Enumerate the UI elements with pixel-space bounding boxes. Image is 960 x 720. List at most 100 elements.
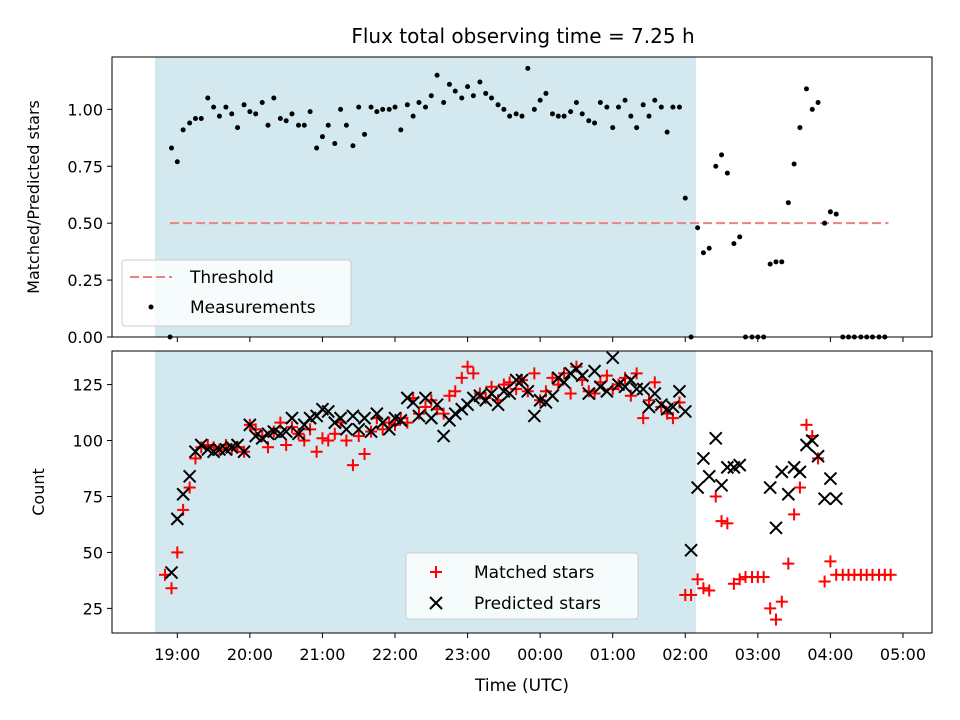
- matched-star-point: [818, 575, 831, 588]
- top-panel: Flux total observing time = 7.25 h Match…: [24, 24, 933, 347]
- top-y-tick-label: 0.50: [67, 214, 103, 233]
- matched-star-point: [884, 568, 897, 581]
- legend-predicted-label: Predicted stars: [474, 594, 601, 614]
- predicted-stars-points: [164, 351, 843, 580]
- predicted-star-point: [545, 389, 560, 403]
- measurement-point: [477, 79, 483, 85]
- measurement-point: [773, 259, 779, 265]
- predicted-star-point: [600, 384, 614, 398]
- predicted-star-point: [648, 386, 662, 401]
- top-y-ticks: 0.00 0.25 0.50 0.75 1.00: [67, 100, 112, 347]
- predicted-star-point: [811, 449, 825, 463]
- predicted-star-point: [793, 465, 807, 479]
- measurement-point: [604, 104, 610, 110]
- measurement-point: [314, 145, 320, 151]
- matched-star-point: [800, 418, 813, 431]
- measurement-point: [658, 104, 664, 110]
- measurement-point: [235, 125, 241, 131]
- measurement-point: [809, 106, 815, 112]
- measurement-point: [610, 125, 616, 131]
- measurement-point: [380, 106, 386, 112]
- matched-star-point: [376, 423, 389, 436]
- measurement-point: [187, 120, 193, 126]
- matched-star-point: [793, 481, 806, 494]
- x-tick-label: 05:00: [880, 645, 926, 664]
- matched-star-point: [582, 385, 595, 398]
- measurement-point: [616, 104, 622, 110]
- predicted-star-point: [823, 471, 838, 486]
- legend-threshold-label: Threshold: [189, 268, 274, 288]
- measurement-point: [501, 106, 507, 112]
- matched-star-point: [691, 573, 704, 586]
- predicted-star-point: [732, 458, 747, 472]
- matched-star-point: [340, 434, 353, 447]
- predicted-star-point: [709, 431, 723, 445]
- measurement-point: [568, 109, 574, 115]
- matched-star-point: [721, 517, 734, 530]
- top-axes-frame: [111, 56, 933, 338]
- measurement-point: [737, 234, 743, 240]
- predicted-star-point: [212, 442, 227, 457]
- measurement-point: [307, 109, 313, 115]
- measurement-point: [241, 102, 247, 108]
- predicted-star-point: [557, 375, 571, 390]
- matched-star-point: [564, 387, 577, 400]
- measurement-point: [700, 250, 706, 256]
- measurement-point: [513, 111, 519, 117]
- legend-matched-label: Matched stars: [474, 563, 594, 583]
- measurement-point: [706, 245, 712, 251]
- measurement-point: [483, 90, 489, 96]
- matched-star-point: [697, 582, 710, 595]
- legend-measurements-swatch: [148, 304, 154, 310]
- measurement-point: [549, 111, 555, 117]
- matched-star-point: [485, 380, 498, 393]
- predicted-star-point: [412, 409, 426, 423]
- measurement-point: [356, 104, 362, 110]
- predicted-star-point: [720, 460, 735, 475]
- measurement-point: [169, 145, 175, 151]
- matched-star-point: [764, 602, 777, 615]
- predicted-star-point: [406, 395, 420, 410]
- measurement-point: [713, 163, 719, 169]
- matched-star-point: [183, 481, 196, 494]
- measurement-point: [398, 127, 404, 133]
- legend-predicted-swatch: [429, 596, 443, 610]
- matched-stars-points: [158, 360, 897, 626]
- measurement-point: [319, 134, 325, 140]
- matched-star-point: [412, 407, 425, 420]
- bottom-axes-frame: [111, 350, 933, 634]
- predicted-star-point: [491, 398, 505, 412]
- predicted-star-point: [194, 438, 208, 452]
- measurement-point: [519, 113, 525, 119]
- x-tick-label: 02:00: [662, 645, 708, 664]
- matched-star-point: [358, 447, 371, 460]
- predicted-star-point: [629, 382, 644, 396]
- bottom-y-tick-label: 25: [83, 599, 103, 618]
- x-tick-label: 04:00: [807, 645, 853, 664]
- predicted-star-point: [243, 418, 257, 432]
- predicted-star-point: [515, 373, 529, 387]
- measurement-point: [646, 113, 652, 119]
- matched-star-point: [310, 445, 323, 458]
- matched-star-point: [171, 546, 184, 559]
- x-tick-label: 20:00: [227, 645, 273, 664]
- measurement-point: [833, 211, 839, 217]
- measurement-point: [822, 220, 828, 226]
- predicted-star-point: [642, 400, 656, 414]
- predicted-star-point: [237, 445, 251, 459]
- predicted-star-point: [769, 521, 783, 535]
- measurement-point: [374, 109, 380, 115]
- top-x-ticks: [176, 337, 904, 342]
- measurement-point: [434, 72, 440, 78]
- matched-star-point: [788, 508, 801, 521]
- measurement-point: [592, 120, 598, 126]
- bottom-y-tick-label: 75: [83, 487, 103, 506]
- bottom-legend: Matched stars Predicted stars: [405, 552, 639, 620]
- measurement-point: [422, 104, 428, 110]
- measurement-point: [301, 122, 307, 128]
- matched-star-point: [298, 434, 311, 447]
- measurement-point: [332, 141, 338, 147]
- measurement-point: [634, 125, 640, 131]
- measurement-point: [392, 104, 398, 110]
- matched-star-point: [709, 490, 722, 503]
